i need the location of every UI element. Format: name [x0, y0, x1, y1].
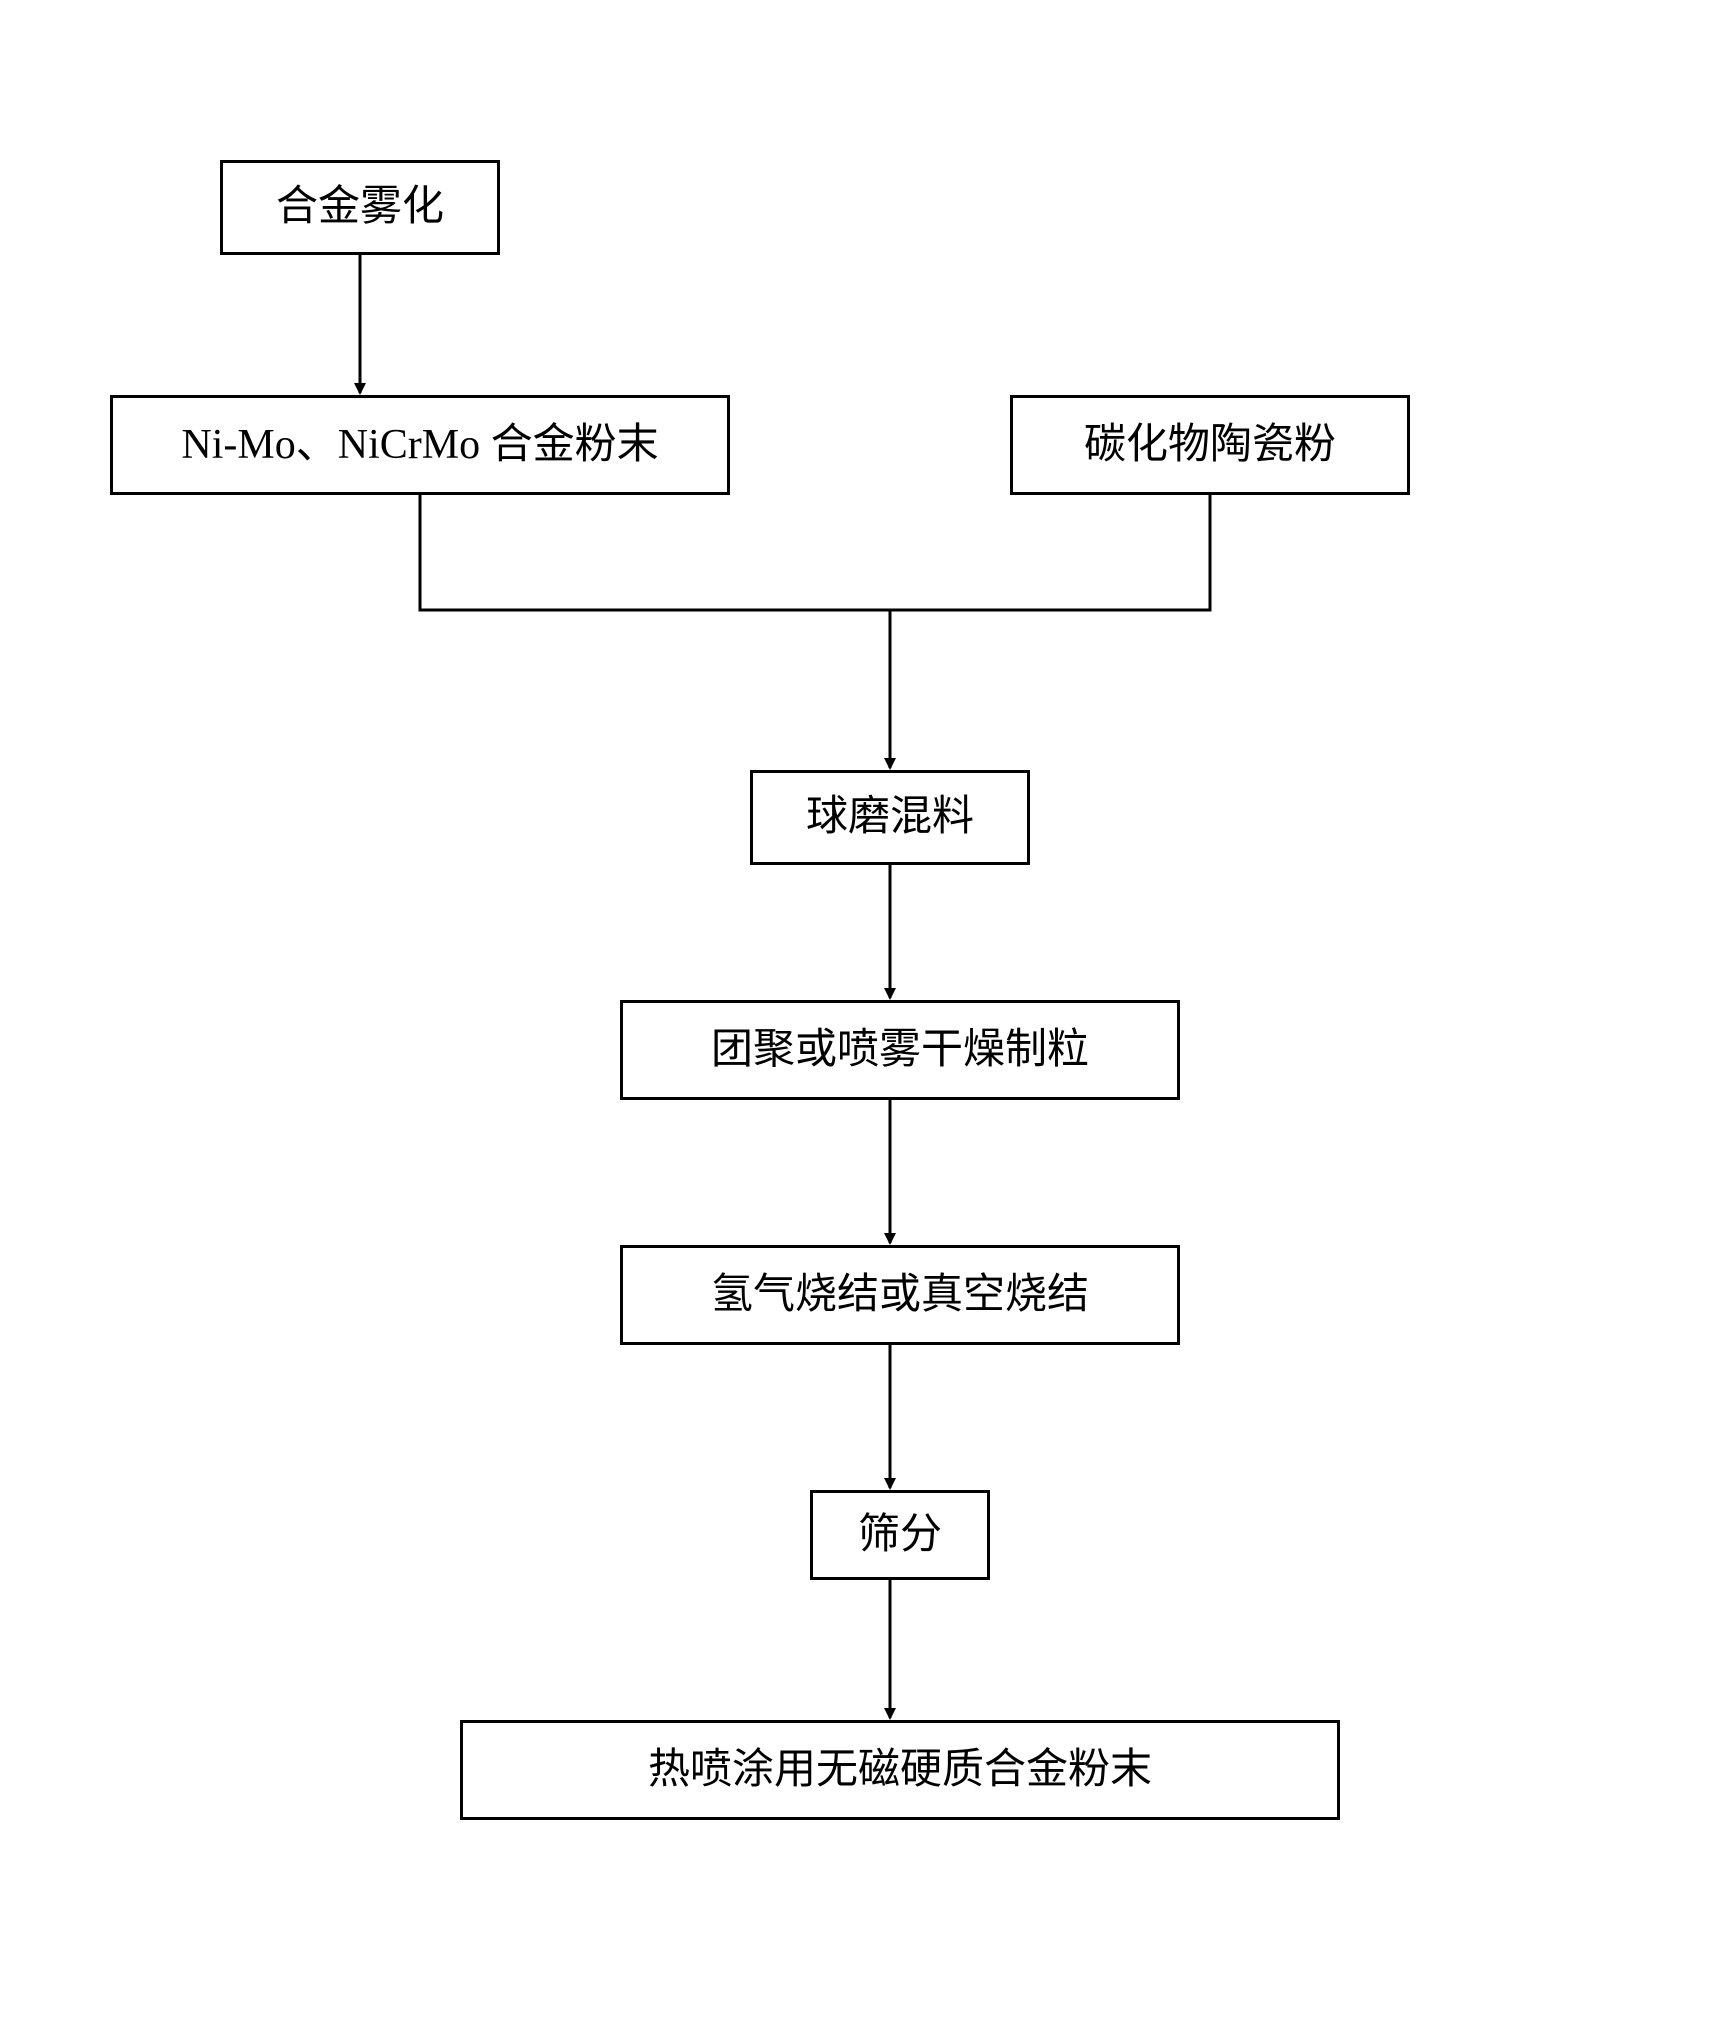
flow-node-4: 球磨混料	[750, 770, 1030, 865]
flow-node-1-label: 合金雾化	[276, 182, 444, 232]
flow-node-6: 氢气烧结或真空烧结	[620, 1245, 1180, 1345]
flow-node-5: 团聚或喷雾干燥制粒	[620, 1000, 1180, 1100]
flow-node-4-label: 球磨混料	[806, 792, 974, 842]
flow-node-8-label: 热喷涂用无磁硬质合金粉末	[648, 1745, 1152, 1795]
flow-node-5-label: 团聚或喷雾干燥制粒	[711, 1025, 1089, 1075]
flow-node-2: Ni-Mo、NiCrMo 合金粉末	[110, 395, 730, 495]
flow-node-3-label: 碳化物陶瓷粉	[1084, 420, 1336, 470]
flow-node-7-label: 筛分	[858, 1510, 942, 1560]
flow-node-7: 筛分	[810, 1490, 990, 1580]
flow-node-6-label: 氢气烧结或真空烧结	[711, 1270, 1089, 1320]
flow-node-2-label: Ni-Mo、NiCrMo 合金粉末	[181, 420, 658, 470]
flow-node-3: 碳化物陶瓷粉	[1010, 395, 1410, 495]
edge-n2-merge	[420, 495, 890, 610]
flow-node-8: 热喷涂用无磁硬质合金粉末	[460, 1720, 1340, 1820]
flow-node-1: 合金雾化	[220, 160, 500, 255]
edge-n3-merge	[890, 495, 1210, 610]
